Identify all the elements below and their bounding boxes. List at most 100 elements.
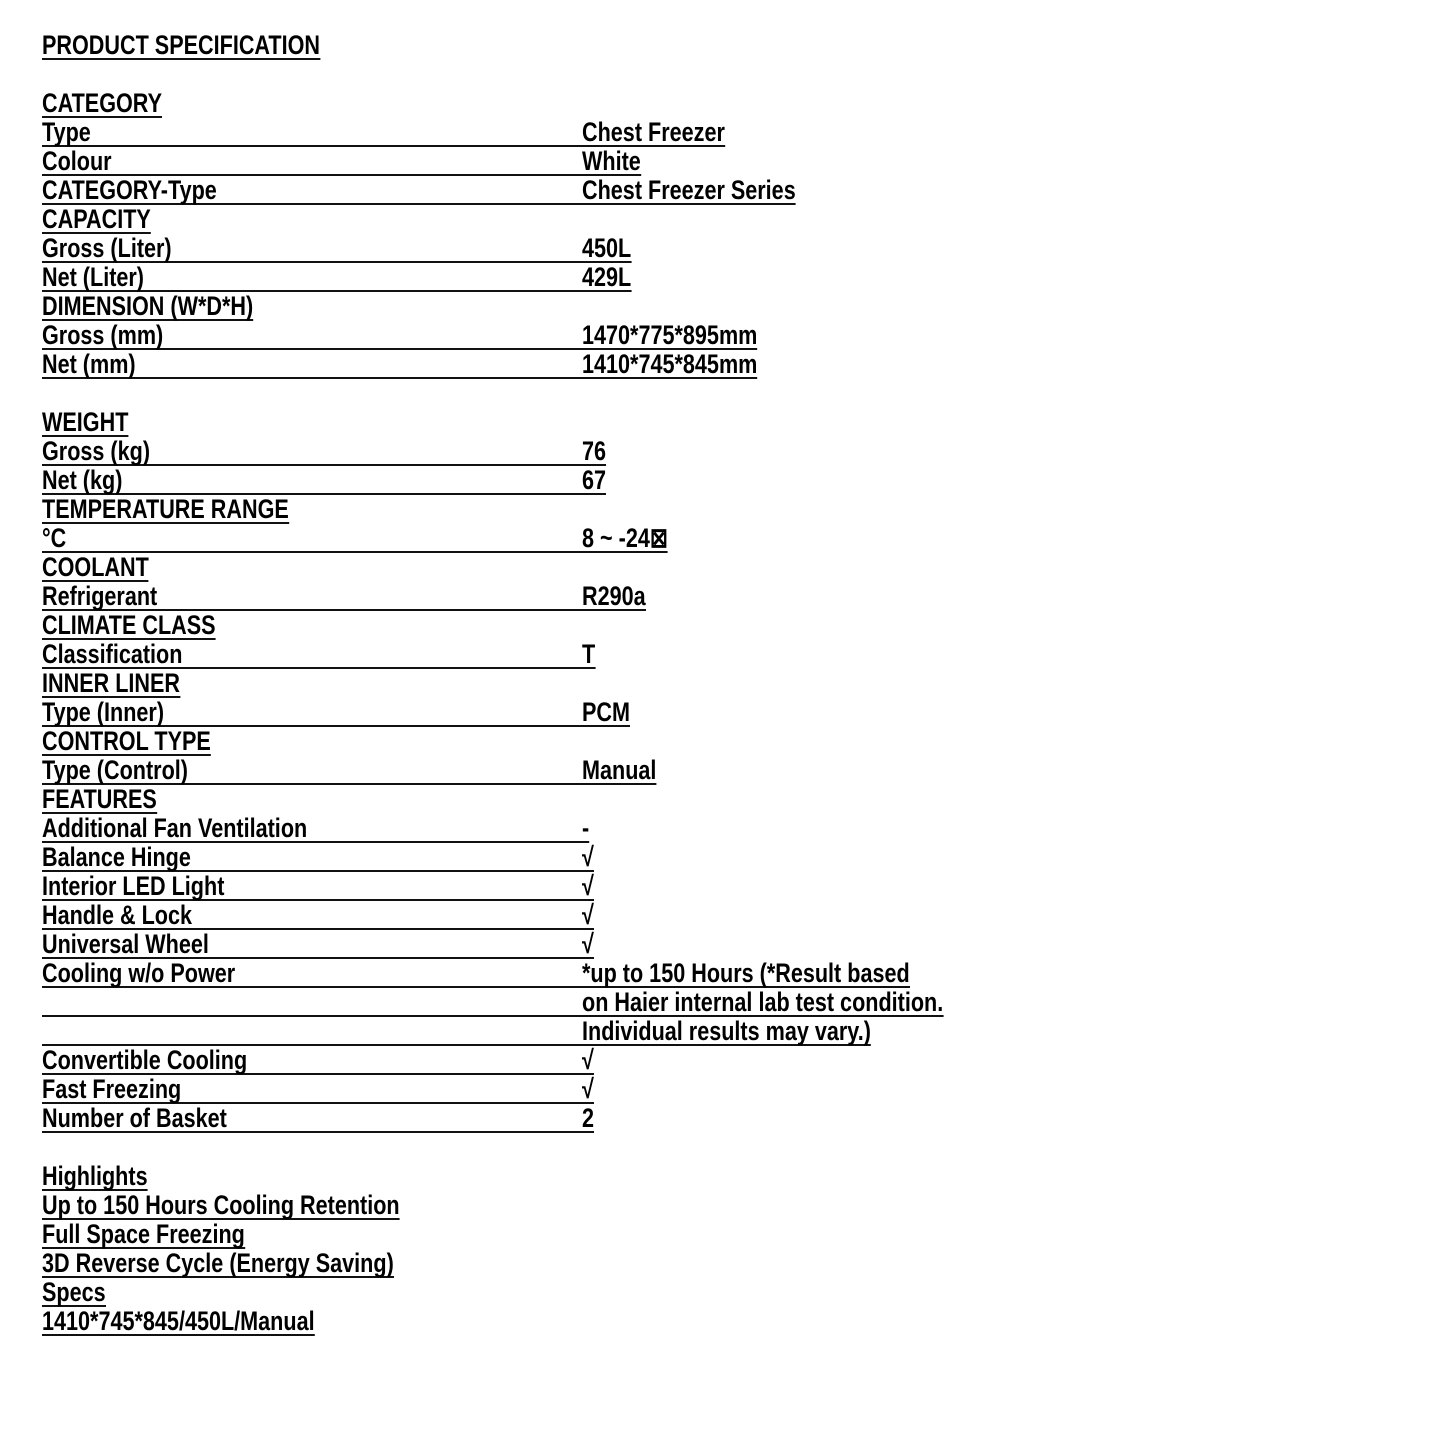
highlights-list: Up to 150 Hours Cooling Retention Full Sp… — [42, 1191, 943, 1278]
spec-row-underline: Gross (kg) 76 — [42, 436, 607, 466]
spec-row-underline: Colour White — [42, 146, 641, 176]
spec-label: Convertible Cooling — [42, 1045, 248, 1075]
section-heading-text: COOLANT — [42, 552, 149, 582]
section-heading-text: CONTROL TYPE — [42, 726, 211, 756]
spec-value: 67 — [582, 465, 607, 495]
section-heading-text: CATEGORY — [42, 88, 163, 118]
spec-label: °C — [42, 523, 67, 553]
spec-value: 450L — [582, 233, 632, 263]
spec-row-underline: Net (kg) 67 — [42, 465, 607, 495]
spec-row: Gross (Liter) 450L — [42, 234, 943, 263]
spec-label: Net (kg) — [42, 465, 123, 495]
spec-value: R290a — [582, 581, 646, 611]
section-heading-text: WEIGHT — [42, 407, 129, 437]
spec-value: Individual results may vary.) — [582, 1016, 871, 1046]
spec-value: White — [582, 146, 641, 176]
section-heading: CAPACITY — [42, 205, 943, 234]
spec-row-underline: Refrigerant R290a — [42, 581, 646, 611]
spec-row: Net (mm) 1410*745*845mm — [42, 350, 943, 379]
blank-row — [42, 60, 943, 89]
spec-label: Number of Basket — [42, 1103, 227, 1133]
spec-row: Type Chest Freezer — [42, 118, 943, 147]
spec-row-underline: Type Chest Freezer — [42, 117, 725, 147]
section-heading-text: INNER LINER — [42, 668, 181, 698]
spec-row-underline: Universal Wheel √ — [42, 929, 594, 959]
spec-label: Universal Wheel — [42, 929, 209, 959]
spec-value: √ — [582, 842, 594, 872]
highlight-text: 3D Reverse Cycle (Energy Saving) — [42, 1248, 394, 1278]
spec-label: Handle & Lock — [42, 900, 193, 930]
spec-table: CATEGORY Type Chest Freezer Colour White CATE… — [42, 89, 944, 1162]
spec-label: Refrigerant — [42, 581, 158, 611]
spec-row-underline: Handle & Lock √ — [42, 900, 594, 930]
title-text: PRODUCT SPECIFICATION — [42, 30, 321, 60]
spec-label: Type — [42, 117, 91, 147]
spec-row: Refrigerant R290a — [42, 582, 943, 611]
spec-value: *up to 150 Hours (*Result based — [582, 958, 910, 988]
spec-row: Net (Liter) 429L — [42, 263, 943, 292]
spec-label: Type (Inner) — [42, 697, 165, 727]
spec-row-underline: Number of Basket 2 — [42, 1103, 595, 1133]
spec-row-underline: Fast Freezing √ — [42, 1074, 594, 1104]
spec-value: 8 ~ -24⊠ — [582, 523, 668, 553]
spec-value: √ — [582, 900, 594, 930]
spec-row-underline: Balance Hinge √ — [42, 842, 594, 872]
spec-value: Chest Freezer Series — [582, 175, 796, 205]
spec-row-underline: Individual results may vary.) — [42, 1016, 871, 1046]
spec-row: Additional Fan Ventilation - — [42, 814, 943, 843]
spec-value: - — [582, 813, 590, 843]
spec-row: CATEGORY-Type Chest Freezer Series — [42, 176, 943, 205]
spec-row-underline: Net (Liter) 429L — [42, 264, 632, 292]
spec-label: Gross (mm) — [42, 320, 164, 350]
spec-row-underline: CATEGORY-Type Chest Freezer Series — [42, 175, 796, 205]
spec-label: Balance Hinge — [42, 842, 191, 872]
spec-row-underline: Additional Fan Ventilation - — [42, 813, 590, 843]
spec-row: °C 8 ~ -24⊠ — [42, 524, 943, 553]
section-heading-text: TEMPERATURE RANGE — [42, 494, 289, 524]
spec-label: Gross (kg) — [42, 436, 151, 466]
section-heading: CATEGORY — [42, 89, 943, 118]
highlights-heading-text: Highlights — [42, 1161, 148, 1191]
spec-value: 1410*745*845mm — [582, 349, 758, 379]
spec-row-underline: Gross (mm) 1470*775*895mm — [42, 320, 758, 350]
spec-row-underline: Classification T — [42, 639, 596, 669]
specs-heading-text: Specs — [42, 1277, 106, 1307]
highlight-text: Up to 150 Hours Cooling Retention — [42, 1190, 400, 1220]
section-heading: INNER LINER — [42, 669, 943, 698]
document-title: PRODUCT SPECIFICATION — [42, 31, 943, 60]
spec-label: Fast Freezing — [42, 1074, 182, 1104]
spec-row: Type (Control) Manual — [42, 756, 943, 785]
spec-row: Universal Wheel √ — [42, 930, 943, 959]
spec-label: Type (Control) — [42, 755, 188, 785]
spec-row: Net (kg) 67 — [42, 466, 943, 495]
spec-row: Number of Basket 2 — [42, 1104, 943, 1133]
spec-value: √ — [582, 1045, 594, 1075]
spec-row: Type (Inner) PCM — [42, 698, 943, 727]
spec-value: PCM — [582, 697, 630, 727]
section-heading: TEMPERATURE RANGE — [42, 495, 943, 524]
section-heading: CLIMATE CLASS — [42, 611, 943, 640]
specs-heading: Specs — [42, 1278, 943, 1307]
spec-row-underline: Type (Control) Manual — [42, 755, 657, 785]
spec-row: Fast Freezing √ — [42, 1075, 943, 1104]
spec-label: Gross (Liter) — [42, 233, 172, 263]
spec-row-underline: Cooling w/o Power *up to 150 Hours (*Resu… — [42, 958, 910, 988]
spec-row-underline: Convertible Cooling √ — [42, 1045, 594, 1075]
spec-value: T — [582, 639, 596, 669]
spec-row: Gross (kg) 76 — [42, 437, 943, 466]
section-heading: WEIGHT — [42, 408, 943, 437]
spec-value: 2 — [582, 1103, 595, 1133]
spec-value: Manual — [582, 755, 657, 785]
spec-row-underline: Net (mm) 1410*745*845mm — [42, 349, 758, 379]
spec-row: on Haier internal lab test condition. — [42, 988, 944, 1017]
spec-label: Colour — [42, 146, 112, 176]
highlight-text: Full Space Freezing — [42, 1219, 245, 1249]
highlight-item: Full Space Freezing — [42, 1220, 943, 1249]
spec-label: Interior LED Light — [42, 871, 225, 901]
spec-row: Handle & Lock √ — [42, 901, 943, 930]
spec-row: Classification T — [42, 640, 943, 669]
highlight-item: Up to 150 Hours Cooling Retention — [42, 1191, 943, 1220]
spec-value: √ — [582, 1074, 594, 1104]
highlight-item: 3D Reverse Cycle (Energy Saving) — [42, 1249, 943, 1278]
blank-row — [42, 379, 943, 408]
